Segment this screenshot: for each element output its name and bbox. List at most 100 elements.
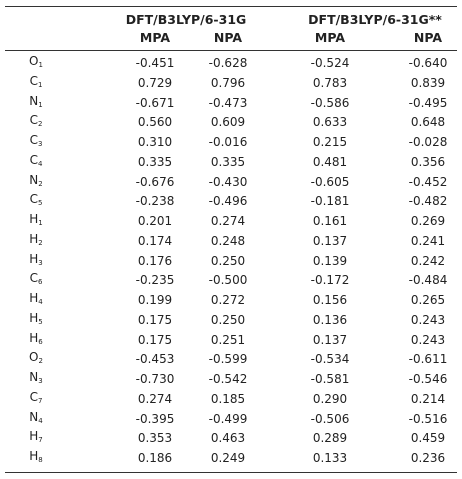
cell-value: -0.181 [310,194,350,209]
atom-index: 1 [38,100,43,109]
atom-symbol: N [29,93,39,108]
cell-value: -0.452 [408,174,448,189]
cell-value: 0.136 [312,312,348,327]
atom-label: C3 [30,133,43,151]
cell-value: 0.214 [410,391,446,406]
atom-index: 4 [38,416,43,425]
cell-value: 0.174 [137,233,173,248]
atom-label: H8 [29,449,43,467]
cell-value: 0.272 [210,293,246,307]
cell-value: 0.156 [312,293,348,307]
atom-index: 2 [37,120,43,129]
cell-value: -0.451 [135,56,175,70]
cell-value: 0.335 [210,154,246,169]
cell-value: 0.249 [210,451,246,465]
atom-symbol: O [29,350,39,365]
cell-value: -0.496 [208,194,248,209]
top-rule [5,6,457,7]
cell-value: 0.201 [137,214,173,228]
atom-symbol: H [29,231,39,246]
atom-label: C1 [30,74,43,92]
atom-symbol: C [29,113,38,128]
cell-value: 0.265 [410,293,446,307]
atom-label: O2 [29,350,43,368]
cell-value: -0.586 [310,95,350,110]
cell-value: 0.783 [312,75,348,90]
cell-value: 0.356 [410,154,446,169]
cell-value: 0.185 [210,391,246,406]
atom-symbol: N [29,370,39,384]
cell-value: 0.199 [137,293,173,307]
atom-index: 4 [38,298,43,306]
atom-index: 4 [37,159,43,168]
cell-value: 0.335 [137,154,173,169]
atom-symbol: H [29,429,39,444]
atom-label: H2 [29,232,43,250]
cell-value: 0.633 [312,115,348,130]
cell-value: 0.274 [210,214,246,228]
cell-value: -0.581 [310,372,350,386]
atom-index: 3 [38,377,43,385]
cell-value: 0.290 [312,391,348,406]
cell-value: -0.016 [208,135,248,149]
cell-value: 0.175 [137,332,173,347]
cell-value: 0.251 [210,332,246,347]
cell-value: -0.172 [310,273,350,288]
atom-label: N4 [29,410,42,428]
cell-value: 0.560 [137,115,173,130]
cell-value: -0.395 [135,411,175,426]
cell-value: 0.274 [137,391,173,406]
cell-value: 0.186 [137,451,173,465]
atom-label: N3 [29,370,42,388]
atom-symbol: H [29,330,39,345]
atom-label: C2 [30,113,43,131]
atom-index: 7 [37,396,43,405]
cell-value: -0.640 [408,56,448,70]
atom-index: 1 [38,61,43,69]
cell-value: 0.310 [137,135,173,149]
bottom-rule [5,472,457,473]
cell-value: 0.269 [410,214,446,228]
atom-label: H4 [29,291,43,309]
atom-index: 2 [38,357,43,366]
cell-value: -0.730 [135,372,175,386]
cell-value: 0.729 [137,75,173,90]
cell-value: 0.250 [210,253,246,268]
atom-label: C4 [30,153,43,171]
cell-value: -0.546 [408,372,448,386]
cell-value: 0.161 [312,214,348,228]
atom-label: H5 [29,311,43,329]
cell-value: 0.289 [312,431,348,446]
atom-index: 1 [37,80,43,89]
cell-value: -0.484 [408,273,448,288]
atom-label: H6 [29,331,43,349]
atom-symbol: C [29,133,38,147]
cell-value: -0.534 [310,352,350,367]
cell-value: -0.524 [310,56,350,70]
cell-value: 0.459 [410,431,446,446]
atom-index: 3 [37,140,43,148]
cell-value: 0.139 [312,253,348,268]
cell-value: -0.430 [208,174,248,189]
header-rule [5,50,457,51]
atom-index: 6 [37,278,43,287]
cell-value: 0.796 [210,75,246,90]
cell-value: -0.028 [408,135,448,149]
atom-symbol: C [29,73,38,88]
cell-value: 0.175 [137,312,173,327]
cell-value: 0.215 [312,135,348,149]
cell-value: -0.542 [208,372,248,386]
cell-value: 0.176 [137,253,173,268]
cell-value: -0.599 [208,352,248,367]
cell-value: 0.242 [410,253,446,268]
atom-label: C6 [30,271,43,289]
group-header: DFT/B3LYP/6-31G** [308,12,442,27]
atom-index: 6 [38,337,43,346]
atom-symbol: N [29,172,39,187]
atom-label: O1 [29,54,43,72]
atom-symbol: H [29,251,39,266]
atom-label: N2 [29,173,42,191]
cell-value: -0.506 [310,411,350,426]
cell-value: 0.137 [312,233,348,248]
atom-symbol: C [29,152,38,167]
